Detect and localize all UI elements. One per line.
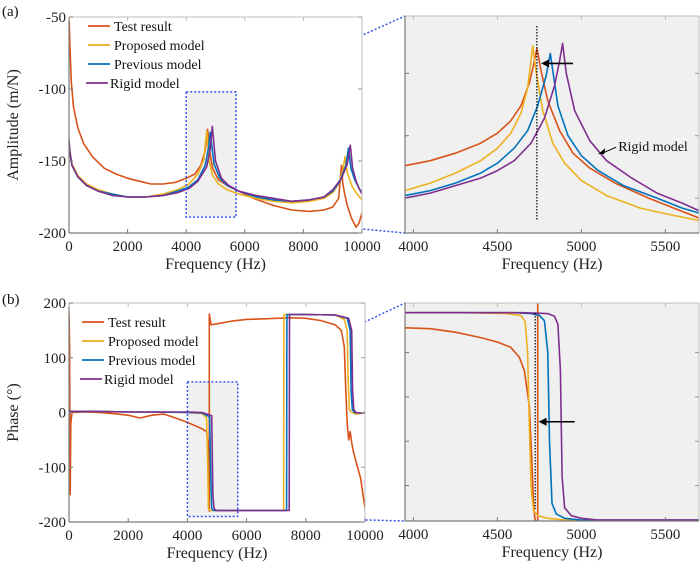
x-axis-label: Frequency (Hz) (502, 256, 603, 273)
shift-arrow-head (538, 417, 547, 426)
legend-label-test: Test result (108, 316, 166, 331)
x-tick-label: 8000 (288, 239, 318, 255)
shift-arrow-head (541, 59, 550, 68)
x-tick-label: 4000 (172, 528, 202, 544)
x-axis-label: Frequency (Hz) (165, 256, 266, 273)
series-group (69, 17, 362, 228)
zoom-region-fill (186, 91, 237, 218)
series-line-test (405, 303, 539, 521)
series-line-rigid (69, 313, 365, 512)
zoom-region-outline (186, 381, 239, 518)
plot-area (405, 16, 699, 233)
phase-overview-plot: 0 2000 4000 6000 8000 10000 -200 -100 0 100 200 Fre… (5, 296, 384, 562)
x-tick-label: 10000 (346, 528, 384, 544)
panel-label-b: (b) (2, 292, 20, 308)
x-tick-label: 5000 (566, 239, 596, 255)
series-group (405, 303, 699, 521)
zoom-region-outline (185, 91, 237, 218)
x-tick-label: 4000 (398, 239, 428, 255)
amplitude-overview-plot: 0 2000 4000 6000 8000 10000 -200 -150 -100 -50 Fre… (5, 10, 381, 273)
y-tick-label: -50 (46, 10, 66, 26)
legend-label-proposed: Proposed model (114, 39, 205, 54)
series-line-proposed (69, 130, 362, 204)
annotation-pointer-head (598, 148, 606, 155)
x-tick-label: 6000 (230, 239, 260, 255)
phase-zoom-plot: 4000 4500 5000 5500 Frequency (Hz) (398, 302, 700, 561)
y-tick-label: -150 (39, 154, 67, 170)
legend-label-rigid: Rigid model (104, 373, 174, 388)
series-line-test (69, 313, 365, 512)
y-tick-label: 100 (44, 351, 67, 367)
series-group (405, 26, 699, 222)
y-tick-label: 200 (44, 296, 67, 312)
y-tick-label: -100 (39, 82, 67, 98)
legend-label-test: Test result (114, 20, 172, 35)
x-tick-label: 0 (65, 239, 73, 255)
series-line-rigid (69, 125, 362, 203)
series-line-proposed (405, 45, 699, 222)
series-line-rigid (405, 42, 699, 212)
x-tick-label: 5000 (566, 527, 596, 543)
y-tick-label: -100 (39, 460, 67, 476)
y-tick-label: -200 (39, 515, 67, 531)
series-group (69, 313, 365, 512)
x-tick-label: 2000 (113, 528, 143, 544)
x-tick-label: 2000 (113, 239, 143, 255)
legend-label-rigid: Rigid model (110, 77, 180, 92)
legend-label-previous: Previous model (114, 58, 202, 73)
series-line-rigid (405, 311, 699, 521)
x-tick-label: 4000 (398, 527, 428, 543)
x-tick-label: 4500 (482, 527, 512, 543)
x-axis-label: Frequency (Hz) (502, 544, 603, 561)
y-axis-label: Amplitude (m/N) (5, 69, 22, 181)
x-tick-label: 5500 (650, 527, 680, 543)
y-tick-label: 0 (59, 406, 67, 422)
amplitude-zoom-plot: Rigid model 4000 4500 5000 5500 Frequency (Hz… (398, 15, 700, 273)
legend: Test result Proposed model Previous model R… (86, 20, 205, 92)
y-axis-label: Phase (°) (5, 383, 22, 441)
x-tick-label: 10000 (343, 239, 381, 255)
x-tick-label: 4000 (171, 239, 201, 255)
legend-label-proposed: Proposed model (108, 335, 199, 350)
panel-label-a: (a) (2, 4, 19, 20)
x-tick-label: 0 (65, 528, 73, 544)
x-tick-label: 5500 (650, 239, 680, 255)
x-tick-label: 6000 (232, 528, 262, 544)
legend: Test result Proposed model Previous model R… (80, 316, 199, 388)
x-tick-label: 8000 (291, 528, 321, 544)
x-axis-label: Frequency (Hz) (167, 545, 268, 562)
x-tick-label: 4500 (482, 239, 512, 255)
series-line-previous (405, 52, 699, 214)
annotation-label: Rigid model (618, 140, 688, 155)
y-tick-label: -200 (39, 226, 67, 242)
legend-label-previous: Previous model (108, 354, 196, 369)
